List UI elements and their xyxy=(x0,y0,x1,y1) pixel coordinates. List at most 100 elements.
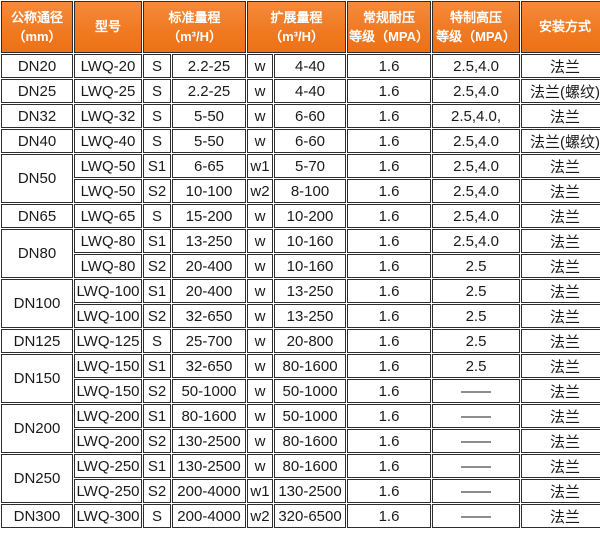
cell-normal: 1.6 xyxy=(347,104,432,128)
table-row: DN250 LWQ-250 S1 130-2500 w 80-1600 1.6 —— 法兰 xyxy=(1,454,600,503)
cell-model: LWQ-80 xyxy=(74,254,142,278)
cell-std: 5-50 xyxy=(172,104,247,128)
cell-std: 20-400 xyxy=(172,254,247,278)
cell-normal: 1.6 xyxy=(347,329,432,353)
col-header-normal-line: 常规耐压 xyxy=(363,9,416,25)
cell-s: S xyxy=(143,79,171,103)
cell-std: 130-2500 xyxy=(172,454,247,478)
cell-normal: 1.6 xyxy=(347,304,432,328)
cell-model: LWQ-65 xyxy=(74,204,142,228)
cell-model: LWQ-80 xyxy=(74,229,142,253)
cell-ext: 50-1000 xyxy=(274,379,347,403)
cell-model: LWQ-125 xyxy=(74,329,142,353)
cell-normal: 1.6 xyxy=(347,404,432,428)
cell-model: LWQ-300 xyxy=(74,504,142,528)
cell-s: S1 xyxy=(143,229,171,253)
cell-std: 200-4000 xyxy=(172,504,247,528)
cell-w: w xyxy=(247,329,274,353)
cell-install: 法兰 xyxy=(521,254,600,278)
cell-normal: 1.6 xyxy=(347,254,432,278)
cell-ext: 20-800 xyxy=(274,329,347,353)
col-header-dn-line: （mm） xyxy=(12,29,62,44)
cell-ext: 10-160 xyxy=(274,254,347,278)
cell-dn: DN40 xyxy=(1,129,73,153)
cell-w: w xyxy=(247,129,274,153)
cell-std: 25-700 xyxy=(172,329,247,353)
cell-s: S xyxy=(143,104,171,128)
cell-normal: 1.6 xyxy=(347,429,432,453)
cell-dn: DN80 xyxy=(1,229,73,278)
cell-w: w xyxy=(247,104,274,128)
cell-dn: DN125 xyxy=(1,329,73,353)
cell-s: S xyxy=(143,54,171,78)
table-body: DN20 LWQ-20 S 2.2-25 w 4-40 1.6 2.5,4.0 法兰 DN25 LW… xyxy=(1,54,600,528)
col-header-normal: 常规耐压 等级（MPA） xyxy=(347,1,432,53)
table-row: DN125 LWQ-125 S 25-700 w 20-800 1.6 2.5 法兰 xyxy=(1,329,600,353)
cell-special: —— xyxy=(432,404,521,428)
cell-model: LWQ-100 xyxy=(74,304,142,328)
cell-ext: 6-60 xyxy=(274,129,347,153)
cell-special: 2.5,4.0 xyxy=(432,179,521,203)
table-row: LWQ-150 S2 50-1000 w 50-1000 1.6 —— 法兰 xyxy=(1,379,600,403)
cell-dn: DN200 xyxy=(1,404,73,453)
cell-w: w xyxy=(247,454,274,478)
table-header: 公称通径 （mm） 型号 标准量程 （m³/H） 扩展量程 （m³/H） 常规耐压 等级（MPA… xyxy=(1,1,600,53)
cell-model: LWQ-150 xyxy=(74,379,142,403)
cell-dn: DN50 xyxy=(1,154,73,203)
cell-special: —— xyxy=(432,429,521,453)
cell-special: —— xyxy=(432,454,521,478)
col-header-install: 安装方式 xyxy=(521,1,600,53)
cell-w: w1 xyxy=(247,154,274,178)
cell-normal: 1.6 xyxy=(347,354,432,378)
cell-model: LWQ-150 xyxy=(74,354,142,378)
cell-dn: DN25 xyxy=(1,79,73,103)
cell-s: S xyxy=(143,204,171,228)
cell-s: S xyxy=(143,129,171,153)
cell-special: 2.5,4.0, xyxy=(432,104,521,128)
cell-dn: DN100 xyxy=(1,279,73,328)
cell-std: 50-1000 xyxy=(172,379,247,403)
col-header-ext-line: 扩展量程 xyxy=(270,9,323,25)
cell-w: w1 xyxy=(247,479,274,503)
table-row: DN300 LWQ-300 S 200-4000 w2 320-6500 1.6 —— 法兰 xyxy=(1,504,600,528)
cell-install: 法兰(螺纹) xyxy=(521,79,600,103)
cell-ext: 130-2500 xyxy=(274,479,347,503)
cell-normal: 1.6 xyxy=(347,129,432,153)
cell-dn: DN150 xyxy=(1,354,73,403)
cell-normal: 1.6 xyxy=(347,379,432,403)
cell-special: 2.5 xyxy=(432,254,521,278)
table-row: LWQ-100 S2 32-650 w 13-250 1.6 2.5 法兰 xyxy=(1,304,600,328)
cell-model: LWQ-50 xyxy=(74,179,142,203)
cell-ext: 4-40 xyxy=(274,54,347,78)
col-header-model-line: 型号 xyxy=(94,19,121,35)
cell-std: 32-650 xyxy=(172,304,247,328)
table-row: DN200 LWQ-200 S1 80-1600 w 50-1000 1.6 —— 法兰 xyxy=(1,404,600,453)
table-row: DN65 LWQ-65 S 15-200 w 10-200 1.6 2.5,4.0 法兰 xyxy=(1,204,600,228)
cell-install: 法兰 xyxy=(521,204,600,228)
cell-ext: 10-200 xyxy=(274,204,347,228)
cell-normal: 1.6 xyxy=(347,54,432,78)
cell-normal: 1.6 xyxy=(347,279,432,303)
cell-std: 2.2-25 xyxy=(172,79,247,103)
cell-w: w xyxy=(247,404,274,428)
cell-dn: DN32 xyxy=(1,104,73,128)
table-row: DN50 LWQ-50 S1 6-65 w1 5-70 1.6 2.5,4.0 法兰 xyxy=(1,154,600,203)
cell-std: 5-50 xyxy=(172,129,247,153)
cell-s: S2 xyxy=(143,304,171,328)
cell-special: —— xyxy=(432,379,521,403)
cell-ext: 80-1600 xyxy=(274,354,347,378)
cell-ext: 13-250 xyxy=(274,304,347,328)
cell-install: 法兰 xyxy=(521,304,600,328)
cell-install: 法兰 xyxy=(521,454,600,478)
cell-w: w2 xyxy=(247,504,274,528)
cell-install: 法兰 xyxy=(521,379,600,403)
cell-normal: 1.6 xyxy=(347,504,432,528)
cell-normal: 1.6 xyxy=(347,179,432,203)
cell-w: w xyxy=(247,354,274,378)
cell-w: w xyxy=(247,379,274,403)
cell-s: S xyxy=(143,329,171,353)
cell-w: w xyxy=(247,304,274,328)
table-row: LWQ-50 S2 10-100 w2 8-100 1.6 2.5,4.0 法兰 xyxy=(1,179,600,203)
col-header-ext-line: （m³/H） xyxy=(269,29,324,44)
table-row: DN25 LWQ-25 S 2.2-25 w 4-40 1.6 2.5,4.0 法兰(螺纹) xyxy=(1,79,600,103)
